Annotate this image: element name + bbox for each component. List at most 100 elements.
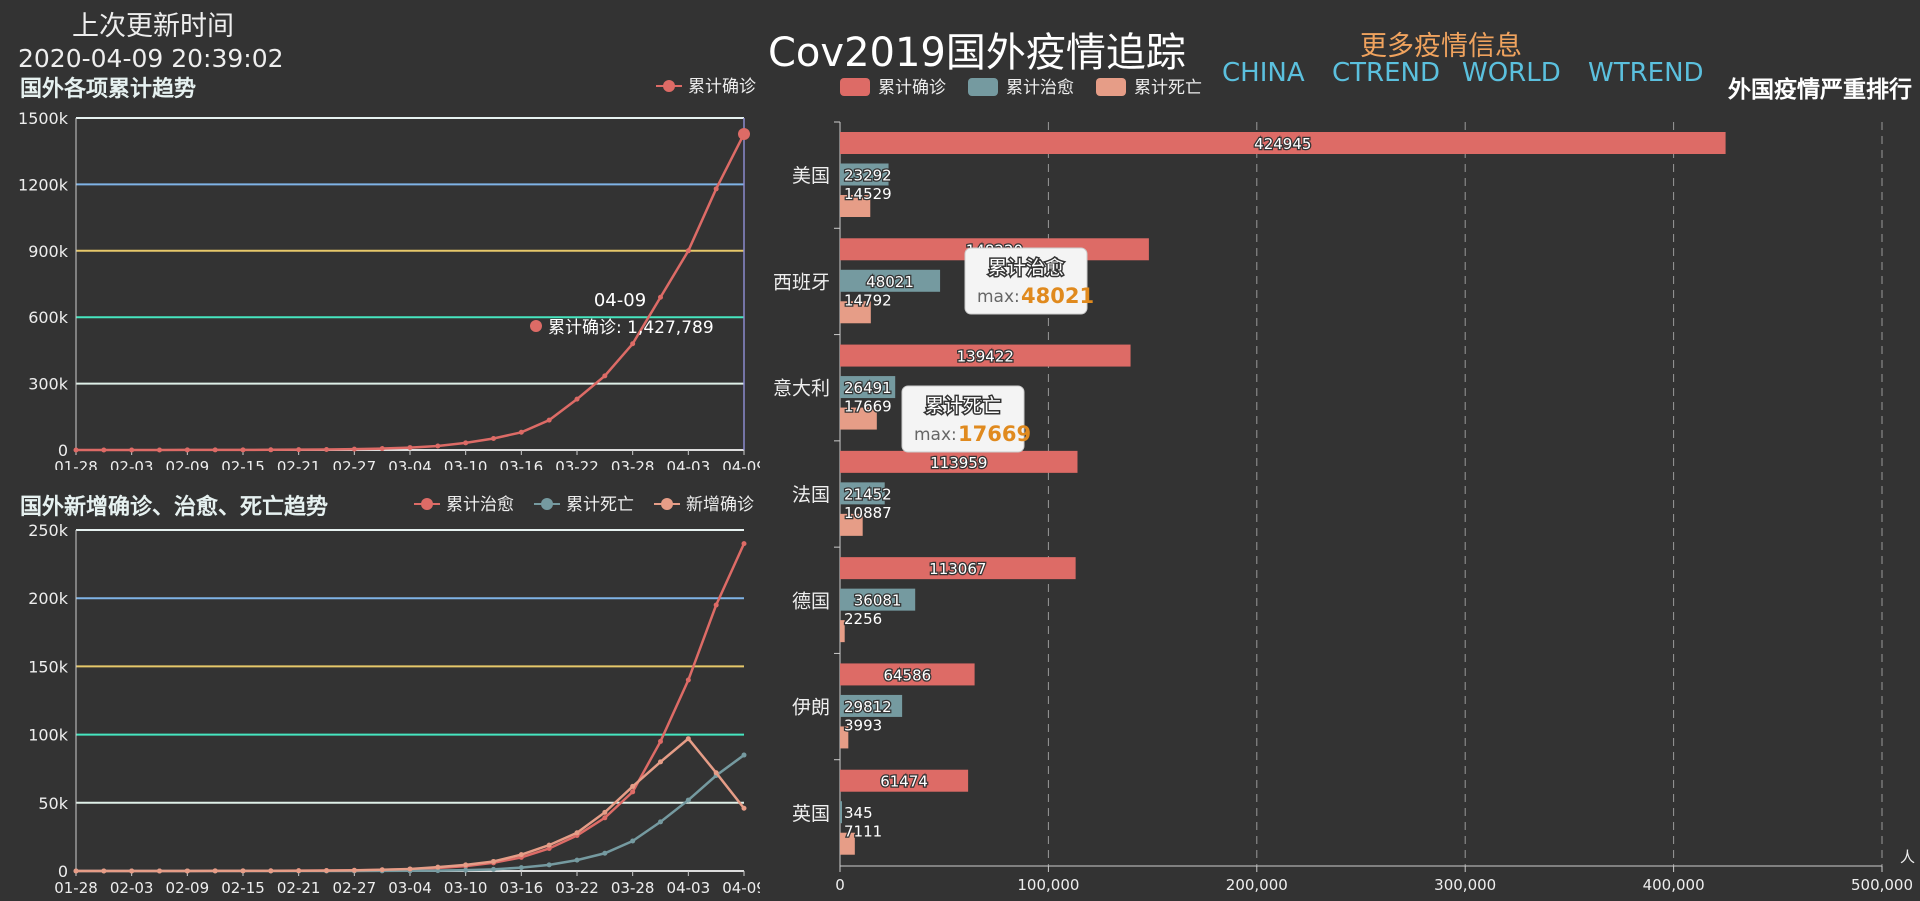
data-point [741, 805, 747, 811]
y-tick-label: 1200k [18, 175, 69, 194]
y-tick-label: 150k [28, 657, 69, 676]
data-point [685, 248, 691, 254]
update-time: 2020-04-09 20:39:02 [18, 44, 284, 73]
data-point [491, 858, 496, 864]
bar [840, 132, 1726, 154]
data-point [324, 446, 329, 452]
y-category-label: 西班牙 [773, 271, 830, 293]
bar [840, 726, 849, 749]
y-tick-label: 1500k [18, 109, 69, 128]
data-point [101, 868, 107, 874]
bar [840, 407, 877, 430]
nav-wtrend[interactable]: WTREND [1588, 58, 1704, 88]
legend-swatch [968, 78, 998, 96]
bar-value-label: 23292 [844, 167, 892, 185]
x-tick-label: 200,000 [1226, 876, 1288, 894]
y-category-label: 意大利 [773, 378, 830, 400]
x-tick-label: 03-04 [388, 879, 432, 897]
data-point [630, 789, 636, 795]
x-tick-label: 100,000 [1017, 876, 1079, 894]
bar [840, 482, 885, 505]
x-tick-label: 03-04 [388, 458, 432, 470]
x-tick-label: 01-28 [54, 458, 98, 470]
marker-tooltip-box [964, 247, 1088, 315]
data-point [658, 819, 663, 825]
x-tick-label: 03-16 [500, 879, 544, 897]
y-category-label: 法国 [792, 484, 830, 506]
data-point [602, 373, 608, 379]
data-point [546, 842, 552, 848]
bar-value-label: 345 [844, 804, 873, 822]
data-point [379, 446, 385, 452]
x-tick-label: 02-21 [277, 458, 321, 470]
legend-marker [541, 498, 553, 510]
bar [840, 557, 1076, 580]
data-point [602, 815, 608, 821]
bar [840, 269, 941, 292]
y-tick-label: 200k [28, 589, 69, 608]
y-category-label: 德国 [792, 590, 830, 612]
bar-value-label: 26491 [844, 379, 892, 397]
marker-title: 累计死亡 [925, 395, 1001, 417]
bar-value-label: 139422 [957, 348, 1014, 366]
chart-title: 国外新增确诊、治愈、死亡趋势 [20, 494, 328, 520]
bar [840, 801, 842, 824]
marker-title: 累计治愈 [988, 257, 1064, 279]
nav-world[interactable]: WORLD [1462, 58, 1561, 88]
x-tick-label: 04-03 [667, 458, 711, 470]
data-point [184, 868, 190, 874]
data-point [630, 838, 636, 844]
data-point [296, 447, 302, 453]
legend-label: 新增确诊 [686, 495, 754, 515]
bar-value-label: 113959 [930, 454, 987, 472]
bar-value-label: 424945 [1254, 135, 1311, 153]
data-point [602, 850, 608, 856]
y-tick-label: 300k [28, 375, 69, 394]
x-tick-label: 03-16 [500, 458, 544, 470]
bar [840, 450, 1078, 473]
tooltip-value: 累计确诊: 1,427,789 [548, 318, 714, 338]
bar-value-label: 7111 [844, 823, 882, 841]
bar-value-label: 36081 [854, 592, 902, 610]
x-tick-label: 04-09 [722, 879, 760, 897]
x-tick-label: 03-28 [611, 458, 655, 470]
data-point [129, 868, 135, 874]
data-point [713, 770, 719, 776]
nav-china[interactable]: CHINA [1222, 58, 1305, 88]
bar [840, 769, 969, 792]
data-point [212, 868, 218, 874]
page-title: Cov2019国外疫情追踪 [768, 30, 1186, 76]
bar-value-label: 21452 [844, 485, 892, 503]
data-point [379, 867, 385, 873]
data-point [407, 866, 413, 872]
x-tick-label: 01-28 [54, 879, 98, 897]
chart-title: 外国疫情严重排行 [1728, 76, 1912, 103]
nav-ctrend[interactable]: CTREND [1332, 58, 1440, 88]
x-tick-label: 04-03 [667, 879, 711, 897]
data-point [268, 868, 274, 874]
marker-value: 17669 [958, 422, 1031, 446]
legend-marker [421, 498, 433, 510]
bar-value-label: 64586 [883, 666, 931, 684]
data-point [324, 868, 329, 874]
legend-swatch [1096, 78, 1126, 96]
y-tick-label: 250k [28, 521, 69, 540]
data-point [296, 868, 302, 874]
bar [840, 588, 916, 611]
bar [840, 195, 871, 217]
y-tick-label: 50k [38, 794, 68, 813]
legend-label: 累计治愈 [1006, 78, 1074, 98]
data-point [463, 862, 469, 868]
highlight-point [738, 127, 750, 140]
data-point [574, 830, 580, 836]
x-tick-label: 03-28 [611, 879, 655, 897]
bar-value-label: 17669 [844, 398, 892, 416]
x-tick-label: 03-22 [555, 879, 599, 897]
nav-links: CHINA CTREND WORLD WTREND [1222, 58, 1708, 88]
data-point [518, 865, 524, 871]
bar-value-label: 29812 [844, 698, 892, 716]
data-point [491, 435, 496, 441]
bar-value-label: 61474 [880, 773, 928, 791]
more-info-link[interactable]: 更多疫情信息 [1360, 31, 1522, 62]
